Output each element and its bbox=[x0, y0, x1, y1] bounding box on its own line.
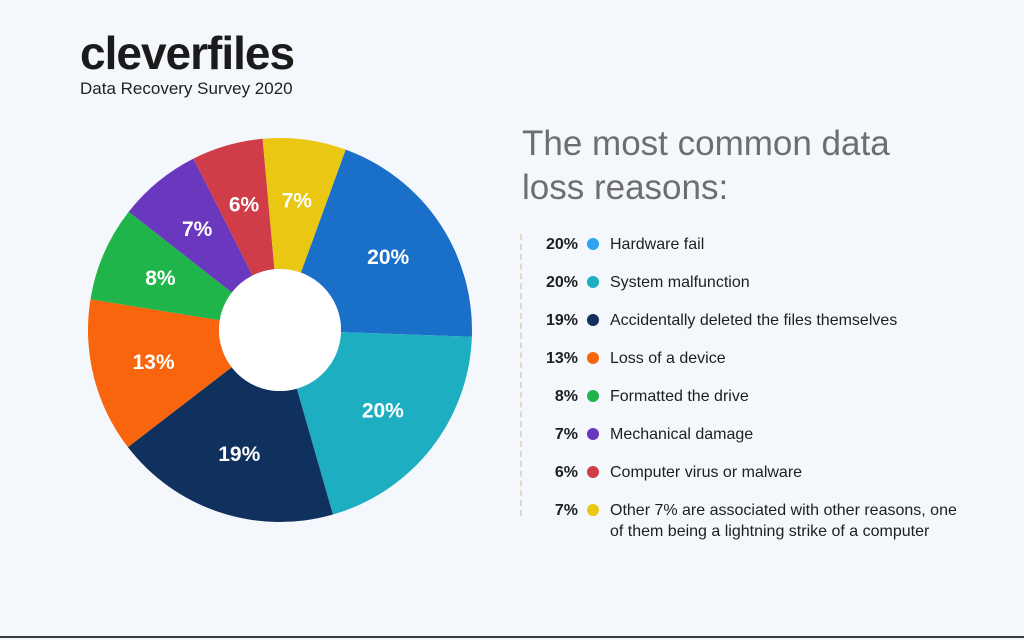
legend-color-dot bbox=[587, 390, 599, 402]
legend-color-dot bbox=[587, 466, 599, 478]
legend-color-dot bbox=[587, 504, 599, 516]
legend-label: Loss of a device bbox=[610, 350, 726, 367]
donut-slice bbox=[296, 332, 472, 515]
legend-item: 19% Accidentally deleted the files themse… bbox=[522, 310, 1012, 331]
legend-color-dot bbox=[587, 314, 599, 326]
legend-color-dot bbox=[587, 428, 599, 440]
donut-slice bbox=[127, 367, 333, 522]
legend-color-dot bbox=[587, 238, 599, 250]
donut-slice bbox=[193, 138, 275, 276]
legend-value: 20% bbox=[545, 274, 578, 291]
brand-logo: cleverfiles bbox=[80, 27, 295, 79]
legend-label: Accidentally deleted the files themselve… bbox=[610, 312, 898, 329]
donut-slice bbox=[262, 138, 346, 273]
slice-value-label: 6% bbox=[229, 194, 260, 217]
legend-value: 20% bbox=[545, 236, 578, 253]
chart-legend: 20% Hardware fail 20% System malfunction 19%… bbox=[520, 234, 1012, 540]
donut-slice bbox=[300, 149, 472, 337]
survey-subtitle: Data Recovery Survey 2020 bbox=[80, 79, 293, 98]
legend-label: Formatted the drive bbox=[610, 388, 749, 405]
legend-value: 7% bbox=[554, 502, 578, 519]
legend-item: 20% System malfunction bbox=[522, 272, 1012, 293]
slice-value-label: 7% bbox=[282, 190, 313, 213]
legend-item: 7% Mechanical damage bbox=[522, 424, 1012, 445]
legend-value: 8% bbox=[554, 388, 578, 405]
legend-item: 13% Loss of a device bbox=[522, 348, 1012, 369]
slice-value-label: 19% bbox=[218, 443, 260, 466]
slice-value-label: 13% bbox=[132, 351, 174, 374]
legend-label: Mechanical damage bbox=[610, 426, 754, 443]
slice-value-label: 20% bbox=[362, 399, 404, 422]
donut-hole bbox=[219, 269, 341, 391]
donut-slice bbox=[128, 158, 253, 293]
legend-value: 19% bbox=[545, 312, 578, 329]
bottom-divider bbox=[0, 636, 1024, 638]
slice-value-label: 8% bbox=[145, 267, 176, 290]
legend-label: Computer virus or malware bbox=[610, 464, 803, 481]
legend-item: 6% Computer virus or malware bbox=[522, 462, 1012, 483]
legend-label: Other 7% are associated with other reaso… bbox=[610, 502, 957, 540]
slice-value-label: 20% bbox=[367, 246, 409, 269]
legend-label: Hardware fail bbox=[610, 236, 705, 253]
legend-value: 6% bbox=[554, 464, 578, 481]
legend-color-dot bbox=[587, 276, 599, 288]
donut-chart: 20% 20% 19% 13% 8% 7% 6% 7% bbox=[88, 138, 472, 522]
legend-color-dot bbox=[587, 352, 599, 364]
legend-item: 20% Hardware fail bbox=[522, 234, 1012, 255]
chart-title: The most common data loss reasons: bbox=[522, 124, 890, 207]
donut-slice bbox=[90, 211, 232, 321]
slice-value-label: 7% bbox=[182, 218, 213, 241]
legend-item: 7% Other 7% are associated with other rea… bbox=[522, 500, 1012, 542]
legend-value: 7% bbox=[554, 426, 578, 443]
legend-value: 13% bbox=[545, 350, 578, 367]
legend-label: System malfunction bbox=[610, 274, 750, 291]
donut-slice bbox=[88, 299, 232, 448]
legend-item: 8% Formatted the drive bbox=[522, 386, 1012, 407]
